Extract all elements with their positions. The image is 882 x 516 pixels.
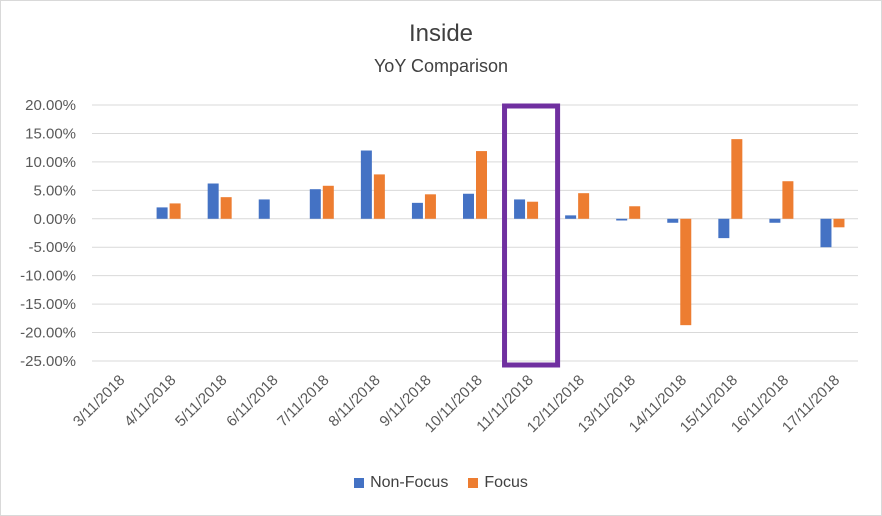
bar-focus: [782, 181, 794, 219]
bar-non-focus: [360, 150, 372, 219]
y-tick-label: -10.00%: [20, 268, 76, 285]
y-tick-label: -5.00%: [28, 239, 76, 256]
x-tick-label: 4/11/2018: [121, 372, 179, 430]
bar-focus: [220, 197, 232, 219]
bar-non-focus: [207, 183, 219, 219]
bar-non-focus: [258, 199, 270, 219]
bar-focus: [322, 185, 334, 219]
bar-non-focus: [411, 202, 423, 219]
bar-non-focus: [309, 189, 321, 219]
bar-focus: [527, 201, 539, 219]
x-tick-label: 6/11/2018: [223, 372, 281, 430]
y-tick-label: 15.00%: [25, 125, 76, 142]
y-tick-label: -15.00%: [20, 296, 76, 313]
legend-item-focus: Focus: [468, 474, 528, 492]
legend-swatch-focus: [468, 478, 479, 488]
bar-non-focus: [718, 218, 730, 239]
y-tick-label: 0.00%: [33, 211, 76, 228]
chart-subtitle: YoY Comparison: [373, 56, 509, 76]
bar-non-focus: [820, 218, 832, 248]
bar-focus: [169, 203, 181, 219]
bar-non-focus: [616, 218, 628, 221]
bar-non-focus: [463, 193, 474, 219]
bar-focus: [629, 206, 641, 219]
legend-label-focus: Focus: [484, 474, 528, 491]
chart-legend: Non-Focus Focus: [0, 474, 882, 492]
bar-focus: [578, 193, 590, 219]
x-tick-label: 8/11/2018: [325, 372, 383, 430]
legend-label-non-focus: Non-Focus: [370, 474, 449, 491]
bar-non-focus: [769, 218, 781, 223]
bar-non-focus: [565, 215, 577, 219]
x-tick-label: 7/11/2018: [274, 372, 332, 430]
y-tick-label: 10.00%: [25, 154, 76, 171]
chart-title: Inside: [408, 20, 474, 47]
y-tick-label: 5.00%: [33, 182, 76, 199]
legend-swatch-non-focus: [354, 478, 365, 488]
y-tick-label: -25.00%: [20, 353, 76, 370]
legend-item-non-focus: Non-Focus: [354, 474, 448, 492]
bar-non-focus: [514, 199, 526, 219]
bar-focus: [680, 218, 692, 326]
x-tick-label: 3/11/2018: [70, 372, 128, 430]
bar-focus: [373, 174, 385, 219]
x-tick-label: 5/11/2018: [172, 372, 230, 430]
y-tick-label: 20.00%: [25, 97, 76, 114]
bar-non-focus: [667, 218, 679, 223]
bar-focus: [424, 194, 436, 219]
bar-focus: [476, 151, 487, 219]
y-tick-label: -20.00%: [20, 325, 76, 342]
bar-focus: [833, 218, 845, 228]
highlight-box: [502, 103, 561, 368]
bar-focus: [731, 139, 743, 219]
bar-non-focus: [156, 207, 168, 219]
